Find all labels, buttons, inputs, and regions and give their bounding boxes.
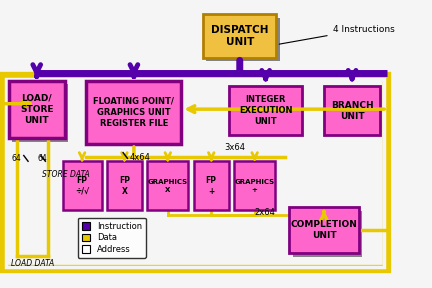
FancyBboxPatch shape — [86, 81, 181, 144]
Text: FLOATING POINT/
GRAPHICS UNIT
REGISTER FILE: FLOATING POINT/ GRAPHICS UNIT REGISTER F… — [93, 97, 175, 128]
Text: BRANCH
UNIT: BRANCH UNIT — [331, 101, 373, 121]
FancyBboxPatch shape — [324, 86, 380, 135]
Bar — [6, 79, 384, 267]
FancyBboxPatch shape — [147, 161, 188, 210]
FancyBboxPatch shape — [194, 161, 229, 210]
Text: FP
X: FP X — [119, 176, 130, 196]
FancyBboxPatch shape — [9, 81, 65, 138]
Text: STORE DATA: STORE DATA — [42, 170, 90, 179]
Text: 4x64: 4x64 — [130, 153, 150, 162]
FancyBboxPatch shape — [206, 18, 280, 61]
Text: GRAPHICS
+: GRAPHICS + — [235, 179, 275, 192]
Bar — [3, 77, 386, 268]
Text: 64: 64 — [12, 154, 22, 163]
Text: DISPATCH
UNIT: DISPATCH UNIT — [211, 25, 269, 47]
Text: GRAPHICS
X: GRAPHICS X — [148, 179, 188, 192]
FancyBboxPatch shape — [107, 161, 142, 210]
FancyBboxPatch shape — [289, 207, 359, 253]
FancyBboxPatch shape — [63, 161, 102, 210]
Text: 4 Instructions: 4 Instructions — [279, 25, 394, 44]
FancyBboxPatch shape — [293, 211, 362, 257]
Text: 3x64: 3x64 — [225, 143, 246, 152]
Text: 64: 64 — [38, 154, 48, 163]
Legend: Instruction, Data, Address: Instruction, Data, Address — [78, 217, 146, 258]
FancyBboxPatch shape — [12, 84, 68, 142]
Text: LOAD DATA: LOAD DATA — [11, 259, 54, 268]
Text: 2x64: 2x64 — [255, 208, 276, 217]
Text: LOAD/
STORE
UNIT: LOAD/ STORE UNIT — [20, 94, 54, 125]
Text: INTEGER
EXECUTION
UNIT: INTEGER EXECUTION UNIT — [239, 95, 292, 126]
FancyBboxPatch shape — [203, 14, 276, 58]
Text: FP
÷/√: FP ÷/√ — [75, 176, 89, 196]
Text: COMPLETION
UNIT: COMPLETION UNIT — [291, 220, 357, 240]
Bar — [2, 76, 387, 269]
FancyBboxPatch shape — [234, 161, 275, 210]
FancyBboxPatch shape — [229, 86, 302, 135]
Text: FP
+: FP + — [206, 176, 217, 196]
